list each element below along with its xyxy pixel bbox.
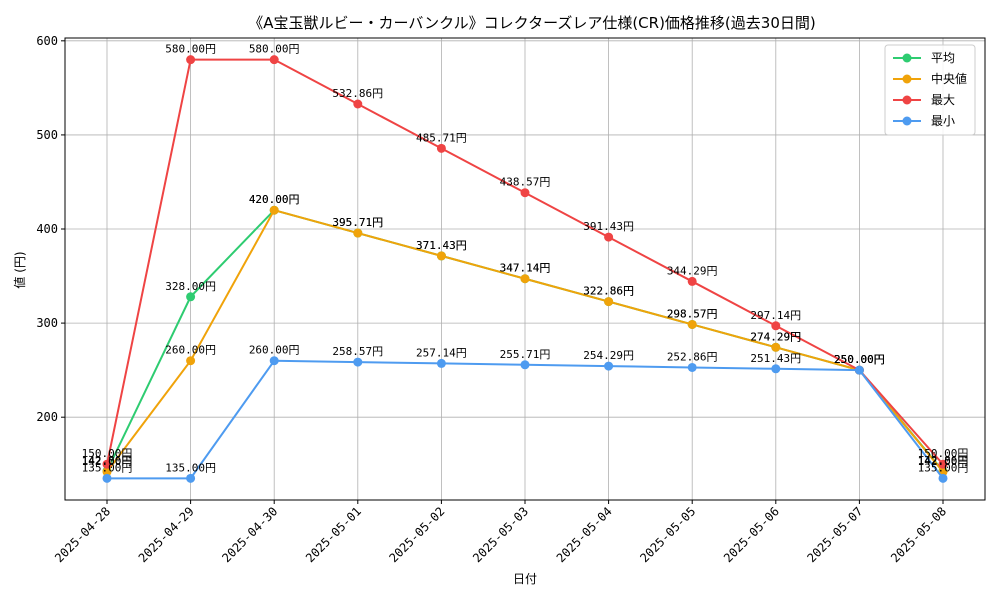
data-label: 274.29円 [750, 330, 801, 343]
data-label: 395.71円 [332, 216, 383, 229]
data-point [687, 362, 697, 372]
data-label: 298.57円 [667, 307, 718, 320]
data-label: 254.29円 [583, 349, 634, 362]
data-label: 250.00円 [834, 353, 885, 366]
data-label: 395.71円 [332, 216, 383, 229]
y-tick-label: 600 [36, 34, 58, 48]
data-label: 347.14円 [500, 262, 551, 275]
data-point [186, 292, 196, 302]
data-label: 135.00円 [82, 461, 133, 474]
data-point [771, 321, 781, 331]
data-point [186, 55, 196, 65]
data-label: 142.00円 [918, 455, 969, 468]
data-point [520, 274, 530, 284]
data-point [186, 356, 196, 366]
data-label: 135.00円 [165, 461, 216, 474]
data-point [604, 297, 614, 307]
data-point [938, 473, 948, 483]
legend-label: 最大 [931, 93, 955, 107]
legend-label: 中央値 [931, 71, 967, 86]
data-label: 420.00円 [249, 193, 300, 206]
data-point [269, 205, 279, 215]
data-label: 322.86円 [583, 285, 634, 298]
data-label: 297.14円 [750, 309, 801, 322]
data-label: 255.71円 [500, 348, 551, 361]
legend-swatch-marker [902, 74, 912, 84]
data-point [436, 251, 446, 261]
legend-label: 平均 [931, 51, 955, 65]
y-tick-label: 300 [36, 316, 58, 330]
data-label: 298.57円 [667, 307, 718, 320]
data-label: 251.43円 [750, 352, 801, 365]
legend-box [884, 44, 976, 136]
data-label: 260.00円 [165, 344, 216, 357]
data-label: 150.00円 [918, 447, 969, 460]
data-point [771, 364, 781, 374]
data-label: 257.14円 [416, 346, 467, 359]
y-tick-label: 200 [36, 410, 58, 424]
data-label: 532.86円 [332, 87, 383, 100]
series-lines [102, 55, 948, 483]
data-label: 371.43円 [416, 239, 467, 252]
data-label: 258.57円 [332, 345, 383, 358]
data-point [520, 360, 530, 370]
data-point [353, 99, 363, 109]
data-label: 135.00円 [918, 461, 969, 474]
data-label: 438.57円 [500, 176, 551, 189]
data-point [436, 358, 446, 368]
data-label: 391.43円 [583, 220, 634, 233]
legend-swatch-marker [902, 95, 912, 105]
data-label: 322.86円 [583, 285, 634, 298]
data-point [604, 232, 614, 242]
data-label: 580.00円 [249, 43, 300, 56]
data-label: 250.00円 [834, 353, 885, 366]
y-tick-label: 500 [36, 128, 58, 142]
data-point [520, 188, 530, 198]
x-axis-label: 日付 [513, 572, 537, 586]
data-label: 260.00円 [249, 344, 300, 357]
data-point [102, 473, 112, 483]
data-point [854, 365, 864, 375]
data-label: 274.29円 [750, 330, 801, 343]
data-point [353, 228, 363, 238]
data-point [353, 357, 363, 367]
data-point [687, 319, 697, 329]
data-point [938, 459, 948, 469]
data-labels: 142.86円 328.00円 420.00円 395.71円 371.43円 347.1… [82, 43, 969, 475]
data-label: 150.00円 [82, 447, 133, 460]
data-label: 347.14円 [500, 262, 551, 275]
data-label: 250.00円 [834, 353, 885, 366]
data-point [269, 356, 279, 366]
data-label: 328.00円 [165, 280, 216, 293]
data-label: 142.00円 [82, 455, 133, 468]
data-point [604, 361, 614, 371]
chart-title: 《A宝玉獣ルビー・カーバンクル》コレクターズレア仕様(CR)価格推移(過去30日… [248, 14, 815, 32]
data-point [102, 459, 112, 469]
data-point [102, 467, 112, 477]
data-label: 252.86円 [667, 350, 718, 363]
data-point [436, 143, 446, 153]
data-label: 371.43円 [416, 239, 467, 252]
data-point [771, 342, 781, 352]
data-label: 142.86円 [918, 454, 969, 467]
y-axis-label: 値 (円) [12, 251, 27, 288]
data-label: 420.00円 [249, 193, 300, 206]
data-label: 344.29円 [667, 264, 718, 277]
data-point [186, 473, 196, 483]
data-label: 580.00円 [165, 43, 216, 56]
data-label: 250.00円 [834, 353, 885, 366]
legend-swatch-marker [902, 116, 912, 126]
y-tick-label: 400 [36, 222, 58, 236]
data-label: 142.86円 [82, 454, 133, 467]
data-point [687, 276, 697, 286]
legend-label: 最小 [931, 114, 955, 128]
data-label: 485.71円 [416, 131, 467, 144]
legend-swatch-marker [902, 53, 912, 63]
grid [65, 38, 985, 500]
data-point [269, 55, 279, 65]
